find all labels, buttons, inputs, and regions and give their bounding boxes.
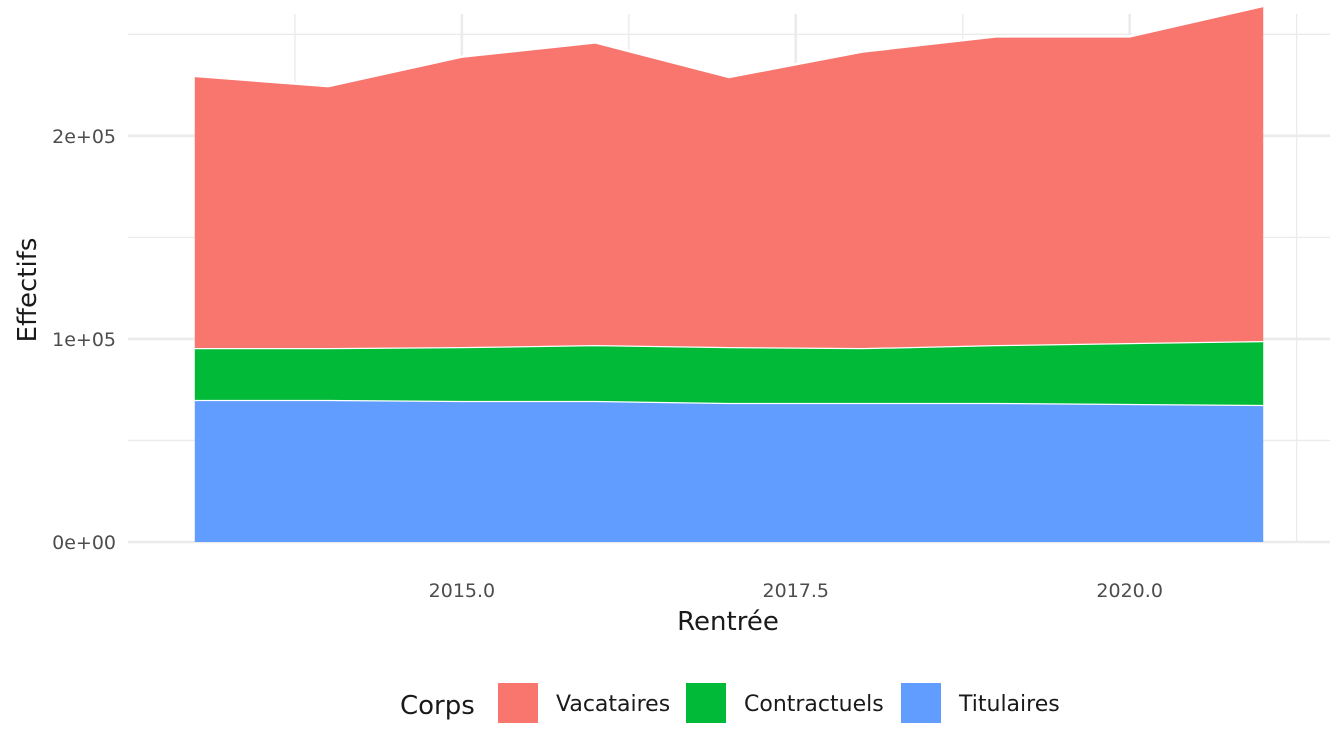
y-axis-title: Effectifs bbox=[13, 238, 43, 343]
legend-key-titulaires bbox=[901, 683, 941, 723]
y-tick-labels: 0e+00 1e+05 2e+05 bbox=[52, 126, 116, 554]
area-series bbox=[194, 4, 1264, 542]
legend-label-contractuels: Contractuels bbox=[744, 692, 884, 717]
area-vacataires bbox=[194, 5, 1264, 349]
area-contractuels bbox=[194, 340, 1264, 405]
legend-label-vacataires: Vacataires bbox=[556, 692, 670, 717]
y-tick-label: 2e+05 bbox=[52, 126, 116, 148]
legend: Corps Vacataires Contractuels Titulaires bbox=[400, 683, 1060, 723]
x-tick-labels: 2015.0 2017.5 2020.0 bbox=[429, 580, 1163, 602]
x-tick-label: 2015.0 bbox=[429, 580, 495, 602]
legend-key-contractuels bbox=[686, 683, 726, 723]
legend-key-vacataires bbox=[498, 683, 538, 723]
area-titulaires bbox=[194, 399, 1264, 542]
area-border-vacataires bbox=[194, 4, 1264, 88]
y-tick-label: 0e+00 bbox=[52, 532, 116, 554]
x-tick-label: 2020.0 bbox=[1096, 580, 1162, 602]
legend-label-titulaires: Titulaires bbox=[958, 692, 1060, 717]
x-axis-title: Rentrée bbox=[677, 607, 779, 637]
x-tick-label: 2017.5 bbox=[763, 580, 829, 602]
y-tick-label: 1e+05 bbox=[52, 329, 116, 351]
legend-title: Corps bbox=[400, 691, 475, 721]
